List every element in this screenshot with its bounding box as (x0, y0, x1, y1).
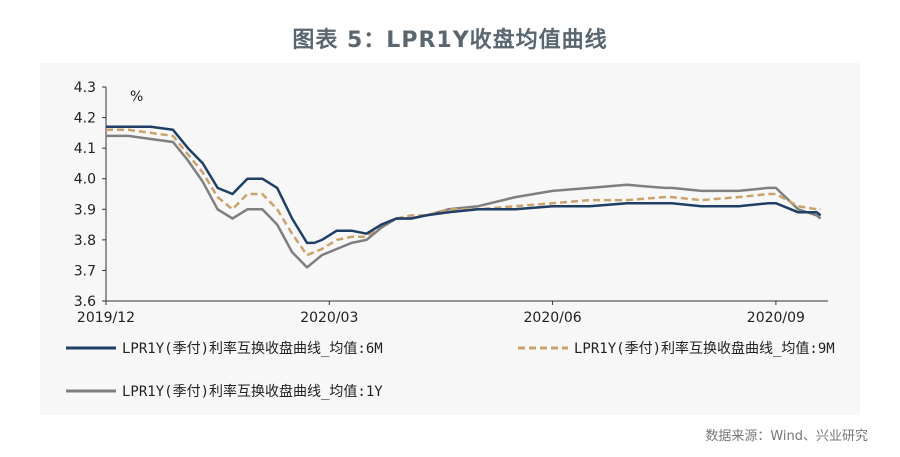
legend-1y-label: LPR1Y(季付)利率互换收盘曲线_均值:1Y (122, 383, 383, 400)
y-tick-label: 4.1 (74, 141, 96, 157)
legend-6m-label: LPR1Y(季付)利率互换收盘曲线_均值:6M (122, 340, 383, 357)
y-tick-label: 4.0 (74, 172, 96, 188)
unit-label: % (130, 89, 143, 105)
x-tick-label: 2020/03 (300, 310, 358, 326)
y-tick-label: 3.9 (74, 202, 96, 218)
series-line-1y (106, 134, 822, 269)
series-line-6m (106, 125, 822, 245)
x-tick-label: 2020/06 (524, 310, 582, 326)
x-tick-label: 2020/09 (747, 310, 805, 326)
y-tick-label: 4.3 (74, 80, 96, 96)
chart-canvas: % 3.6 3.7 3.8 3.9 4.0 4.1 4.2 4.3 2019/12 2020/0… (66, 80, 835, 400)
y-tick-label: 4.2 (74, 111, 96, 127)
y-tick-label: 3.8 (74, 233, 96, 249)
data-source: 数据来源：Wind、兴业研究 (705, 429, 868, 444)
chart-title: 图表 5：LPR1Y收盘均值曲线 (292, 28, 608, 53)
y-tick-label: 3.6 (74, 294, 96, 310)
legend-9m-label: LPR1Y(季付)利率互换收盘曲线_均值:9M (574, 340, 835, 357)
y-tick-label: 3.7 (74, 263, 96, 279)
series-line-9m (106, 128, 821, 257)
chart-panel: % 3.6 3.7 3.8 3.9 4.0 4.1 4.2 4.3 2019/12 2020/0… (40, 63, 860, 415)
x-tick-label: 2019/12 (77, 310, 135, 326)
